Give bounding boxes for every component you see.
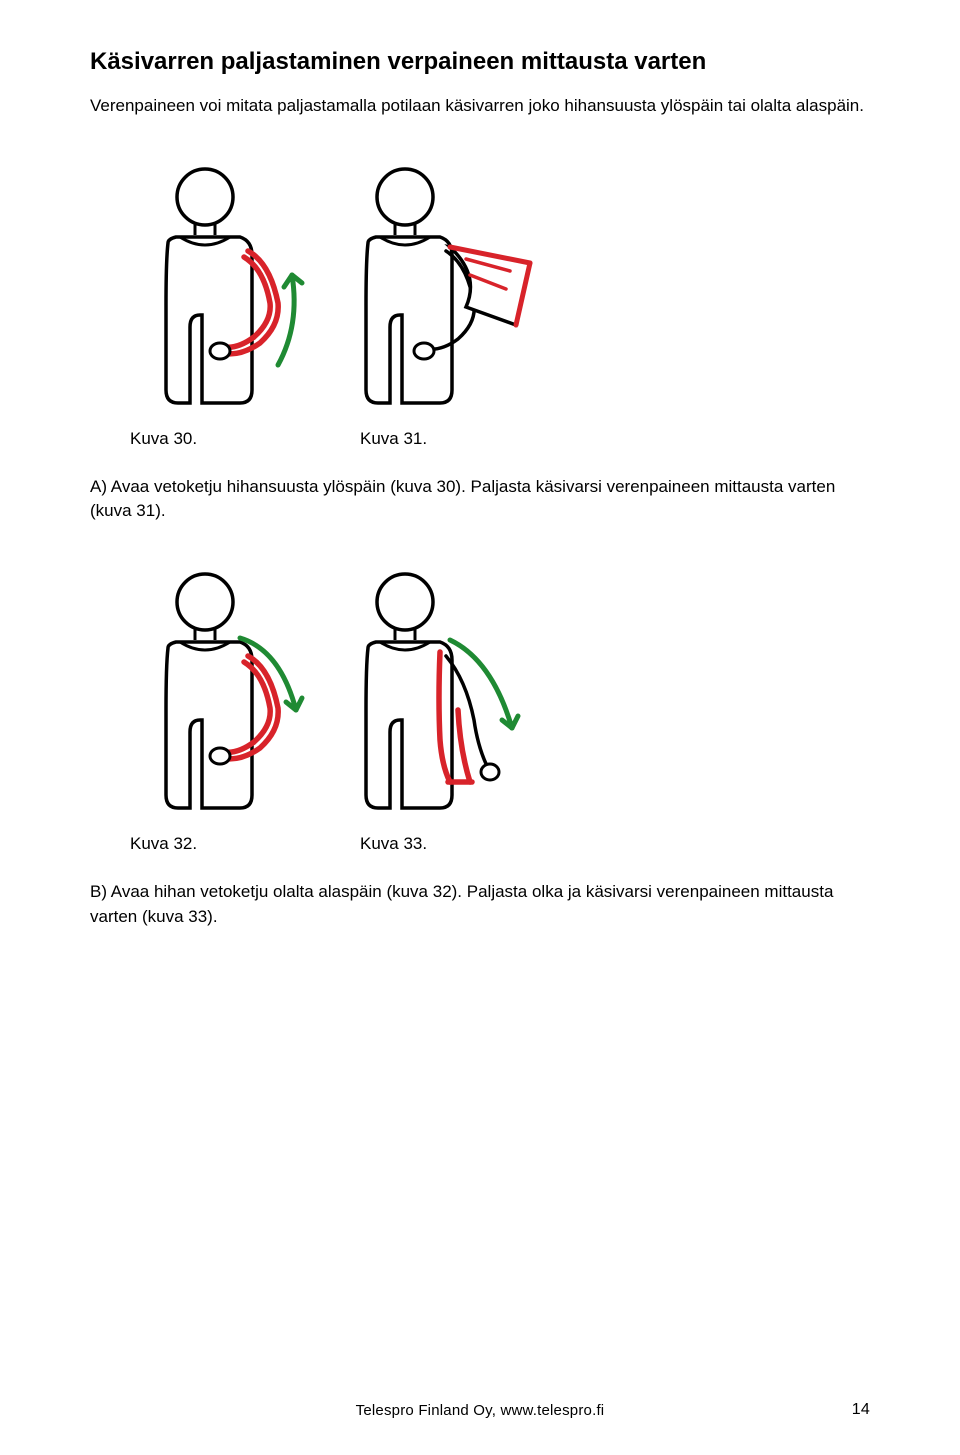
footer-text: Telespro Finland Oy, www.telespro.fi	[356, 1402, 605, 1419]
figure-33	[320, 560, 530, 820]
intro-paragraph: Verenpaineen voi mitata paljastamalla po…	[90, 94, 870, 119]
page-number: 14	[852, 1401, 870, 1419]
caption-fig31: Kuva 31.	[360, 429, 427, 449]
caption-fig32: Kuva 32.	[130, 834, 360, 854]
figure-31	[320, 155, 550, 415]
caption-row-2: Kuva 32. Kuva 33.	[130, 834, 870, 854]
page-title: Käsivarren paljastaminen verpaineen mitt…	[90, 48, 870, 76]
figure-row-2	[120, 560, 870, 820]
caption-fig30: Kuva 30.	[130, 429, 360, 449]
caption-fig33: Kuva 33.	[360, 834, 427, 854]
page-footer: Telespro Finland Oy, www.telespro.fi 14	[0, 1402, 960, 1419]
figure-row-1	[120, 155, 870, 415]
figure-30	[120, 155, 310, 415]
figure-32	[120, 560, 310, 820]
paragraph-a: A) Avaa vetoketju hihansuusta ylöspäin (…	[90, 475, 870, 524]
paragraph-b: B) Avaa hihan vetoketju olalta alaspäin …	[90, 880, 870, 929]
caption-row-1: Kuva 30. Kuva 31.	[130, 429, 870, 449]
